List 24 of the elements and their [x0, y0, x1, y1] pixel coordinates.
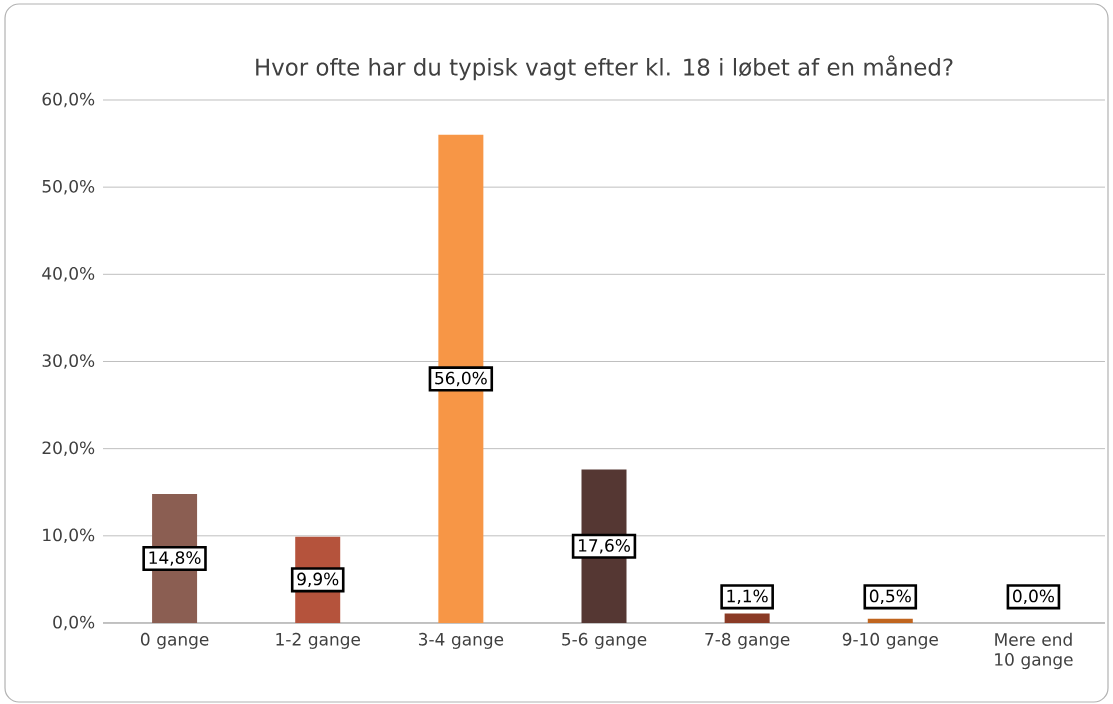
x-tick-label: 9-10 gange [842, 632, 938, 649]
bar [724, 613, 770, 623]
data-label: 0,5% [869, 589, 911, 605]
data-label: 1,1% [727, 589, 768, 605]
data-label: 0,0% [1013, 589, 1054, 605]
x-tick-label: 7-8 gange [705, 632, 790, 649]
y-tick-label: 40,0% [42, 267, 95, 282]
chart-title: Hvor ofte har du typisk vagt efter kl. 18 i løbet af en måned? [256, 55, 953, 81]
data-label: 56,0% [435, 371, 487, 387]
bar [867, 618, 913, 623]
y-tick-label: 50,0% [42, 179, 95, 195]
data-label: 14,8% [149, 551, 201, 566]
data-label: 17,6% [578, 539, 630, 554]
data-label: 9,9% [297, 572, 339, 588]
y-tick-label: 0,0% [53, 615, 95, 631]
y-tick-label: 30,0% [42, 354, 95, 369]
y-tick-label: 10,0% [43, 528, 95, 544]
x-tick-label: 5-6 gange [562, 632, 647, 649]
y-tick-label: 20,0% [42, 441, 95, 456]
x-tick-label: Mere end 10 gange [995, 632, 1073, 670]
y-tick-label: 60,0% [42, 92, 95, 108]
x-tick-label: 0 gange [140, 632, 209, 649]
x-tick-label: 1-2 gange [276, 632, 360, 649]
x-tick-label: 3-4 gange [418, 632, 504, 649]
